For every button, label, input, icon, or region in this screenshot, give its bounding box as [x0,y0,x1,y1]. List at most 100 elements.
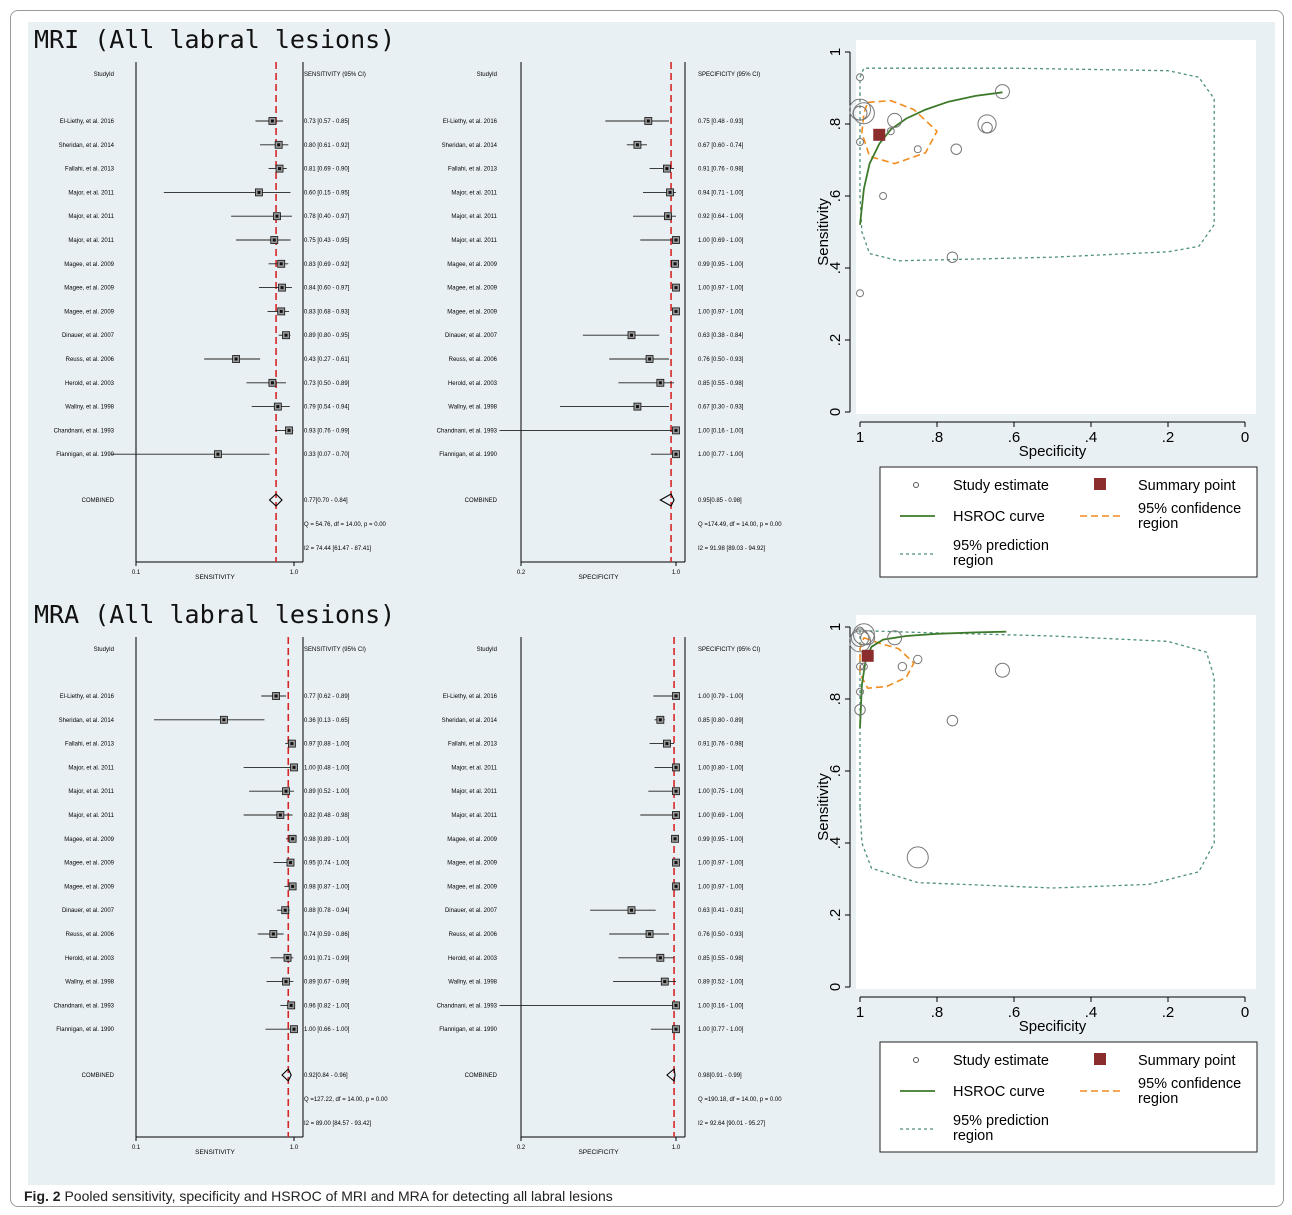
mra-spec-ci-text: 1.00 [0.75 - 1.00] [698,789,744,795]
mri-spec-point-center [630,333,634,337]
mra-spec-ci-text: 0.99 [0.95 - 1.00] [698,837,744,843]
mra-sroc-x-tick-label: 0 [1241,1004,1249,1021]
mra-sens-study-label: Herold, et al. 2003 [65,956,115,962]
mra-sens-ci-text: 0.89 [0.67 - 0.99] [304,980,350,986]
mra-sroc-legend-ci-label: 95% confidence [1138,1076,1241,1092]
mri-sroc-y-tick-label: .4 [827,262,844,275]
mra-sens-study-label: Magee, et al. 2009 [64,884,114,890]
mra-spec-axis-label: SPECIFICITY [578,1149,619,1156]
mra-sens-ci-text: 0.97 [0.88 - 1.00] [304,742,350,748]
mra-sroc-y-tick-label: .2 [827,909,844,922]
mra-spec-ci-text: 1.00 [0.80 - 1.00] [698,765,744,771]
mri-sens-study-label: Chandnani, et al. 1993 [54,428,115,434]
mra-sens-study-label: Wallny, et al. 1998 [65,980,114,986]
mri-spec-combined-diamond [659,493,675,507]
mri-sens-point-center [275,214,279,218]
mri-spec-study-label: El-Liethy, et al. 2016 [443,119,498,125]
mra-sroc-study-estimate [849,630,871,653]
mra-chart: 0.1 1.0 SENSITIVITY StudyId SENSITIVITY (95%… [54,615,1262,1156]
mri-sens-ci-text: 0.60 [0.15 - 0.95] [304,190,350,196]
mri-spec-ci-text: 0.99 [0.95 - 1.00] [698,262,744,268]
mra-sroc-legend-pred-label-2: region [953,1128,993,1144]
mra-sroc-y-tick-label: .6 [827,765,844,778]
mri-sroc-x-tick-label: .2 [1162,429,1175,446]
mri-sens-point-center [279,309,283,313]
mri-sens-point-center [277,143,281,147]
mri-sens-ci-text: 0.73 [0.57 - 0.85] [304,119,350,125]
mra-sens-ci-text: 0.88 [0.78 - 0.94] [304,908,350,914]
mra-spec-study-label: Chandnani, et al. 1993 [437,1003,498,1009]
mra-spec-point-center [674,789,678,793]
mra-spec-studyid-header: StudyId [477,647,497,653]
mra-sroc-prediction-region [859,629,1215,889]
mra-sens-study-label: El-Liethy, et al. 2016 [60,694,115,700]
mra-sroc-study-estimate [850,628,870,648]
mra-spec-study-label: Major, et al. 2011 [451,813,497,819]
mri-sroc-legend-box [879,466,1258,578]
mra-spec-study-label: Magee, et al. 2009 [447,884,497,890]
mra-sroc-study-estimate [994,662,1010,678]
mri-sens-point-center [270,119,274,123]
mra-sroc-study-estimate [860,630,876,646]
mri-sroc-study-estimate [981,121,993,134]
mri-spec-study-label: Herold, et al. 2003 [448,381,498,387]
mri-sens-ci-text: 0.33 [0.07 - 0.70] [304,452,350,458]
mra-sens-point-center [278,813,282,817]
mri-sroc-confidence-region [861,99,938,165]
mra-sens-point-center [274,694,278,698]
mra-sens-ci-text: 1.00 [0.48 - 1.00] [304,765,350,771]
mra-sens-study-label: Dinauer, et al. 2007 [62,908,115,914]
mra-sroc-study-estimate [946,714,959,727]
mri-spec-ci-text: 1.00 [0.69 - 1.00] [698,238,744,244]
mra-sroc-confidence-region [859,636,915,689]
mri-spec-axis-label: SPECIFICITY [578,574,619,581]
mri-sens-study-label: Herold, et al. 2003 [65,381,115,387]
mra-spec-ci-text: 0.89 [0.52 - 1.00] [698,980,744,986]
mri-spec-study-label: Magee, et al. 2009 [447,286,497,292]
mra-sens-study-label: Major, et al. 2011 [68,765,114,771]
mri-spec-point-center [635,405,639,409]
mri-panel: 0.1 1.0 SENSITIVITY StudyId SENSITIVITY (95%… [28,22,1275,582]
mri-sens-combined-text: 0.77[0.70 - 0.84] [304,498,348,504]
mri-sroc-x-tick-label: .6 [1008,429,1021,446]
mra-spec-combined-label: COMBINED [465,1073,498,1079]
mri-sens-ci-text: 0.75 [0.43 - 0.95] [304,238,350,244]
mra-sroc-study-estimate [854,704,866,716]
mra-sroc-study-estimate [856,687,864,696]
mra-sens-studyid-header: StudyId [94,647,114,653]
mra-spec-ci-header: SPECIFICITY (95% CI) [698,647,760,653]
caption-label: Fig. 2 [24,1188,61,1204]
mri-sens-axis-label: SENSITIVITY [195,574,235,581]
mra-sens-study-label: Magee, et al. 2009 [64,861,114,867]
mri-spec-tick-label: 0.2 [517,570,526,576]
mra-sroc-legend-hsroc-label: HSROC curve [953,1084,1045,1100]
mra-spec-point-center [674,884,678,888]
mri-sroc-legend-study-label: Study estimate [953,478,1049,494]
mri-spec-point-center [674,452,678,456]
mra-spec-ci-text: 0.76 [0.50 - 0.93] [698,932,744,938]
mra-sens-study-label: Major, et al. 2011 [68,813,114,819]
mri-sens-combined-label: COMBINED [82,498,115,504]
mri-sens-ci-text: 0.78 [0.40 - 0.97] [304,214,350,220]
mra-sroc-summary-point [861,649,874,662]
mra-sroc-y-tick-label: .8 [827,693,844,706]
mri-sens-study-label: Flannigan, et al. 1990 [56,452,114,458]
mra-spec-ci-text: 1.00 [0.16 - 1.00] [698,1003,744,1009]
mra-sens-point-center [283,908,287,912]
mra-spec-ci-text: 1.00 [0.69 - 1.00] [698,813,744,819]
mri-spec-ci-text: 1.00 [0.77 - 1.00] [698,452,744,458]
mri-spec-point-center [648,357,652,361]
mri-spec-point-center [658,381,662,385]
mra-sens-point-center [292,1027,296,1031]
mri-sens-ci-text: 0.84 [0.60 - 0.97] [304,286,350,292]
mra-sroc-legend-ci-label-2: region [1138,1091,1178,1107]
mri-spec-study-label: Magee, et al. 2009 [447,262,497,268]
mri-sroc-study-estimate [950,143,962,155]
mra-sens-tick-label: 1.0 [290,1145,299,1151]
mri-sroc-legend-hsroc-label: HSROC curve [953,509,1045,525]
mri-spec-study-label: Sheridan, et al. 2014 [442,143,498,149]
mri-sens-study-label: Magee, et al. 2009 [64,286,114,292]
mra-sens-ci-text: 0.96 [0.82 - 1.00] [304,1003,350,1009]
mra-sroc-x-tick-label: .6 [1008,1004,1021,1021]
mra-spec-study-label: Wallny, et al. 1998 [448,980,497,986]
